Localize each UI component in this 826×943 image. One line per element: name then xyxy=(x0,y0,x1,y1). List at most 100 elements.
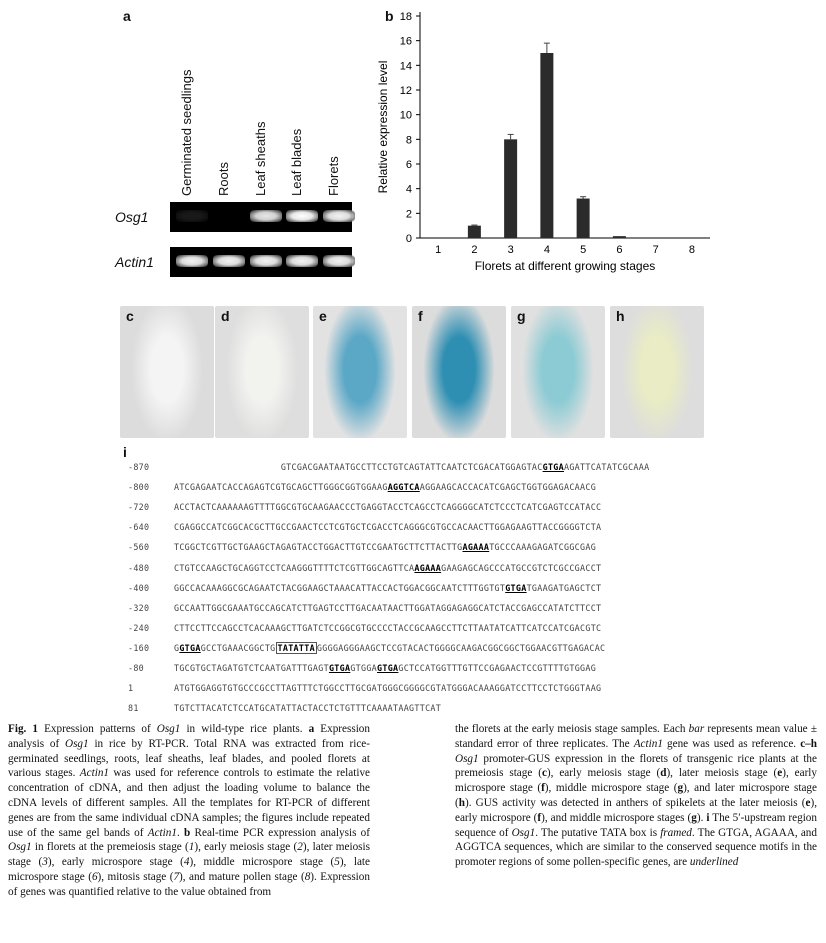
caption-run: g xyxy=(691,811,697,824)
sequence-line: -240 CTTCCTTCCAGCCTCACAAAGCTTGATCTCCGGCGT… xyxy=(128,623,601,633)
caption-run: Real-time PCR expression analysis of xyxy=(190,826,370,839)
caption-run: f xyxy=(537,811,542,824)
x-tick-label: 5 xyxy=(580,244,586,256)
caption-run: Osg1 xyxy=(156,723,181,735)
caption-run: ), early microspore ( xyxy=(455,796,817,824)
caption-run: 1 xyxy=(188,841,195,854)
sequence-line: -870 GTCGACGAATAATGCCTTCCTGTCAGTATTCAATC… xyxy=(128,462,649,472)
caption-run: ). xyxy=(696,811,707,824)
sequence-text: GAAGAGCAGCCCATGCCGTCTCGCCGACCT xyxy=(441,562,602,573)
sequence-position: -560 xyxy=(128,542,150,553)
photo-label: c xyxy=(126,308,134,324)
x-tick-label: 3 xyxy=(508,244,514,256)
caption-run: gene was used as reference. xyxy=(662,737,801,750)
caption-run: framed xyxy=(660,826,692,839)
caption-run: 7 xyxy=(173,870,180,883)
sequence-line: -400 GGCCACAAAGGCGCAGAATCTACGGAAGCTAAACAT… xyxy=(128,583,601,593)
caption-run: e xyxy=(777,767,783,780)
gel-band xyxy=(250,255,282,267)
sequence-text: GTGGA xyxy=(350,663,378,673)
sequence-line: -560 TCGGCTCGTTGCTGAAGCTAGAGTACCTGGACTTGT… xyxy=(128,542,596,552)
sequence-text: TGCGTGCTAGATGTCTCAATGATTTGAGT xyxy=(174,663,329,673)
gene-label: Actin1 xyxy=(115,254,154,270)
caption-run: g xyxy=(677,782,684,795)
caption-run: in rice by RT-PCR. Total RNA was extract… xyxy=(8,737,370,780)
caption-run: represents mean value ± standard error o… xyxy=(455,723,818,750)
lane-label: Roots xyxy=(216,162,231,196)
caption-run: The 5′-upstream region sequence of xyxy=(455,811,817,839)
sequence-text: CTGTCCAAGCTGCAGGTCCTCAAGGGTTTTCTCGTTGGCA… xyxy=(174,562,415,573)
gel-band xyxy=(250,210,282,222)
gel-band xyxy=(286,255,318,267)
x-tick-label: 6 xyxy=(616,244,622,256)
caption-run: 8 xyxy=(304,870,311,883)
y-axis-label: Relative expression level xyxy=(376,61,390,194)
caption-run: . xyxy=(176,826,185,839)
sequence-position: -800 xyxy=(128,482,150,493)
caption-run: Actin1 xyxy=(147,826,177,839)
caption-run: ), mitosis stage ( xyxy=(97,870,174,883)
sequence-text: GCTCCATGGTTTGTTCCGAGAACTCCGTTTTGTGGAG xyxy=(398,663,597,673)
x-tick-label: 4 xyxy=(544,244,550,256)
caption-run: Osg1 xyxy=(455,752,479,765)
sequence-motif: AGAAA xyxy=(462,542,490,553)
caption-run: ), early meiosis stage ( xyxy=(546,767,661,780)
caption-run: Osg1 xyxy=(511,826,536,839)
y-tick-label: 16 xyxy=(400,36,412,48)
photo-label: e xyxy=(319,308,327,324)
sequence-position: -240 xyxy=(128,622,150,633)
photo-label: h xyxy=(616,308,625,324)
caption-run: Expression patterns of xyxy=(38,723,157,735)
panel-i-label: i xyxy=(123,444,127,460)
sequence-line: -800 ATCGAGAATCACCAGAGTCGTGCAGCTTGGGCGGTG… xyxy=(128,482,596,492)
sequence-text: GGCCACAAAGGCGCAGAATCTACGGAAGCTAAACATTACC… xyxy=(174,582,506,593)
floret-photo: g xyxy=(511,306,605,438)
lane-label: Leaf blades xyxy=(289,128,304,196)
lane-label: Germinated seedlings xyxy=(179,69,194,196)
lane-label: Florets xyxy=(326,156,341,196)
sequence-motif: AGAAA xyxy=(414,562,442,573)
caption-run: ), late microspore stage ( xyxy=(8,856,371,883)
bar xyxy=(467,225,481,238)
caption-run: ), early meiosis stage ( xyxy=(194,841,298,854)
gel-band xyxy=(176,255,208,267)
sequence-position: 1 xyxy=(128,683,134,694)
caption-run: 6 xyxy=(91,870,98,883)
caption-run: a xyxy=(308,723,315,735)
sequence-text: GCCTGAAACGGCTG xyxy=(200,642,276,653)
x-axis-label: Florets at different growing stages xyxy=(475,259,656,273)
sequence-text: CGAGGCCATCGGCACGCTTGCCGAACTCCTCGTGCTCGAC… xyxy=(174,522,602,533)
y-tick-label: 10 xyxy=(400,110,412,122)
sequence-line: 81 TGTCTTACATCTCCATGCATATTACTACCTCTGTTTCA… xyxy=(128,703,441,713)
caption-run: ), later meiosis stage ( xyxy=(8,841,370,869)
gene-label: Osg1 xyxy=(115,209,149,225)
caption-run: ), and middle microspore stages ( xyxy=(541,811,692,824)
caption-run: . The GTGA, AGAAA, and AGGTCA sequences,… xyxy=(455,826,817,869)
floret-photo: f xyxy=(412,306,506,438)
photo-label: d xyxy=(221,308,230,324)
sequence-text: TGAAGATGAGCTCT xyxy=(526,582,602,593)
y-tick-label: 18 xyxy=(400,11,412,23)
sequence-line: -720 ACCTACTCAAAAAAGTTTTGGCGTGCAAGAACCCTG… xyxy=(128,502,601,512)
caption-run: Fig. 1 xyxy=(8,723,38,735)
sequence-position: -640 xyxy=(128,522,150,533)
sequence-text: GCCAATTGGCGAAATGCCAGCATCTTGAGTCCTTGACAAT… xyxy=(174,602,602,613)
caption-run: ), middle microspore stage ( xyxy=(544,782,678,795)
sequence-line: 1 ATGTGGAGGTGTGCCCGCCTTAGTTTCTGGCCTTGCGAT… xyxy=(128,683,601,693)
caption-run: c–h xyxy=(800,737,817,750)
sequence-text: TCGGCTCGTTGCTGAAGCTAGAGTACCTGGACTTGTCCGA… xyxy=(174,542,463,553)
floret-photo: c xyxy=(120,306,214,438)
caption-run: the florets at the early meiosis stage s… xyxy=(455,723,689,735)
sequence-position: -320 xyxy=(128,602,150,613)
caption-right: the florets at the early meiosis stage s… xyxy=(455,722,817,870)
y-tick-label: 14 xyxy=(400,60,412,72)
caption-run: i xyxy=(706,811,710,824)
sequence-line: -320 GCCAATTGGCGAAATGCCAGCATCTTGAGTCCTTGA… xyxy=(128,603,601,613)
sequence-motif: AGGTCA xyxy=(387,482,420,493)
caption-run: Osg1 xyxy=(8,841,32,854)
bar xyxy=(504,139,518,238)
caption-run: f xyxy=(541,782,545,795)
sequence-motif: TATATTA xyxy=(275,641,317,654)
bar xyxy=(576,198,590,238)
